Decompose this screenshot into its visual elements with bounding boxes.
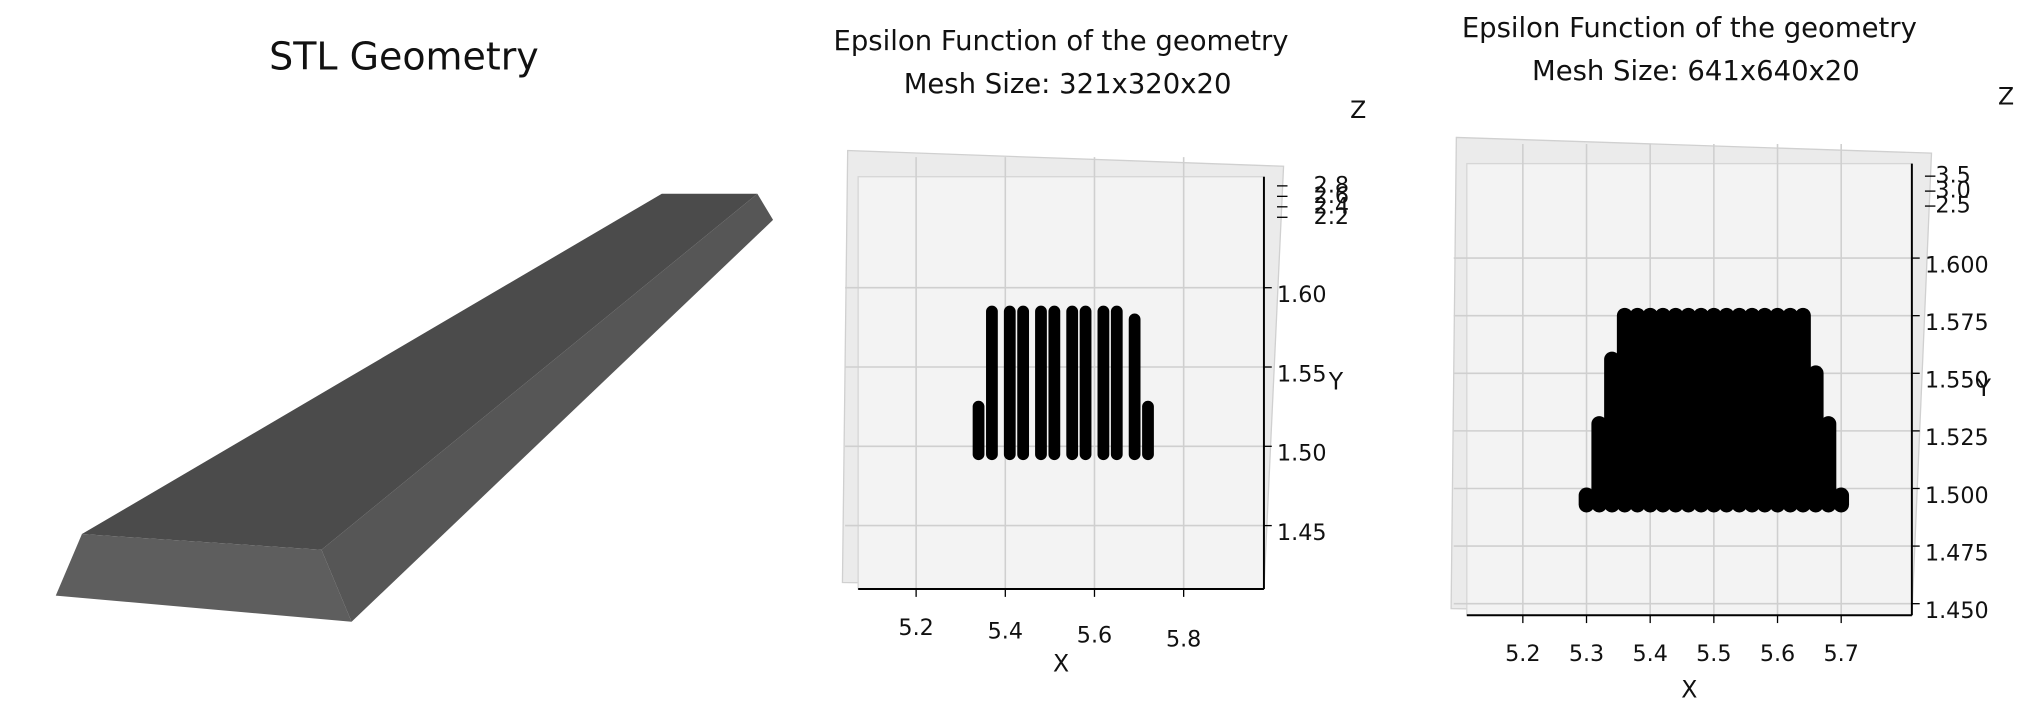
side-face [321, 193, 774, 622]
x-tick-label: 5.3 [1569, 641, 1604, 667]
chart-panel: Epsilon Function of the geometry Mesh Siz… [834, 25, 1367, 678]
z-tick-label: 2.8 [1314, 172, 1349, 198]
chart-subtitle: Mesh Size: 641x640x20 [1532, 55, 1860, 87]
panel-title: STL Geometry [269, 34, 539, 78]
x-tick-label: 5.6 [1077, 623, 1112, 649]
y-tick-label: 1.600 [1925, 252, 1989, 278]
z-tick-label: 2.2 [1314, 204, 1349, 230]
y-tick-label: 1.55 [1277, 361, 1327, 387]
x-tick-label: 5.7 [1823, 641, 1858, 667]
stl-panel: STL Geometry [55, 34, 774, 622]
y-tick-label: 1.575 [1925, 310, 1989, 336]
z-axis-label: Z [1998, 83, 2014, 111]
z-tick-label: 2.4 [1314, 193, 1349, 219]
y-axis-label: Y [1976, 374, 1992, 402]
z-tick-label: 2.6 [1314, 183, 1349, 209]
plot-pane [857, 176, 1265, 590]
y-tick-label: 1.45 [1277, 520, 1327, 546]
x-axis-label: X [1681, 676, 1697, 704]
x-tick-label: 5.4 [988, 619, 1023, 645]
z-tick-label: 3.5 [1935, 163, 1970, 189]
z-axis-label: Z [1350, 96, 1366, 124]
x-tick-label: 5.4 [1632, 641, 1667, 667]
z-tick-label: 2.5 [1935, 193, 1970, 219]
y-tick-label: 1.60 [1277, 282, 1327, 308]
chart-panel: Epsilon Function of the geometry Mesh Siz… [1450, 12, 2014, 704]
x-tick-label: 5.2 [898, 615, 933, 641]
z-tick-label: 3.0 [1935, 178, 1970, 204]
chart-title: Epsilon Function of the geometry [834, 25, 1289, 57]
x-tick-label: 5.6 [1760, 641, 1795, 667]
y-tick-label: 1.500 [1925, 483, 1989, 509]
y-tick-label: 1.450 [1925, 598, 1989, 624]
y-axis-label: Y [1328, 367, 1344, 395]
x-tick-label: 5.2 [1505, 641, 1540, 667]
chart-subtitle: Mesh Size: 321x320x20 [904, 68, 1232, 100]
y-tick-label: 1.50 [1277, 441, 1327, 467]
y-tick-label: 1.550 [1925, 368, 1989, 394]
top-face [81, 193, 758, 550]
y-tick-label: 1.525 [1925, 425, 1989, 451]
chart-title: Epsilon Function of the geometry [1462, 12, 1917, 44]
x-axis-label: X [1053, 649, 1069, 677]
x-tick-label: 5.8 [1166, 627, 1201, 653]
y-tick-label: 1.475 [1925, 540, 1989, 566]
front-face [55, 534, 352, 622]
x-tick-label: 5.5 [1696, 641, 1731, 667]
